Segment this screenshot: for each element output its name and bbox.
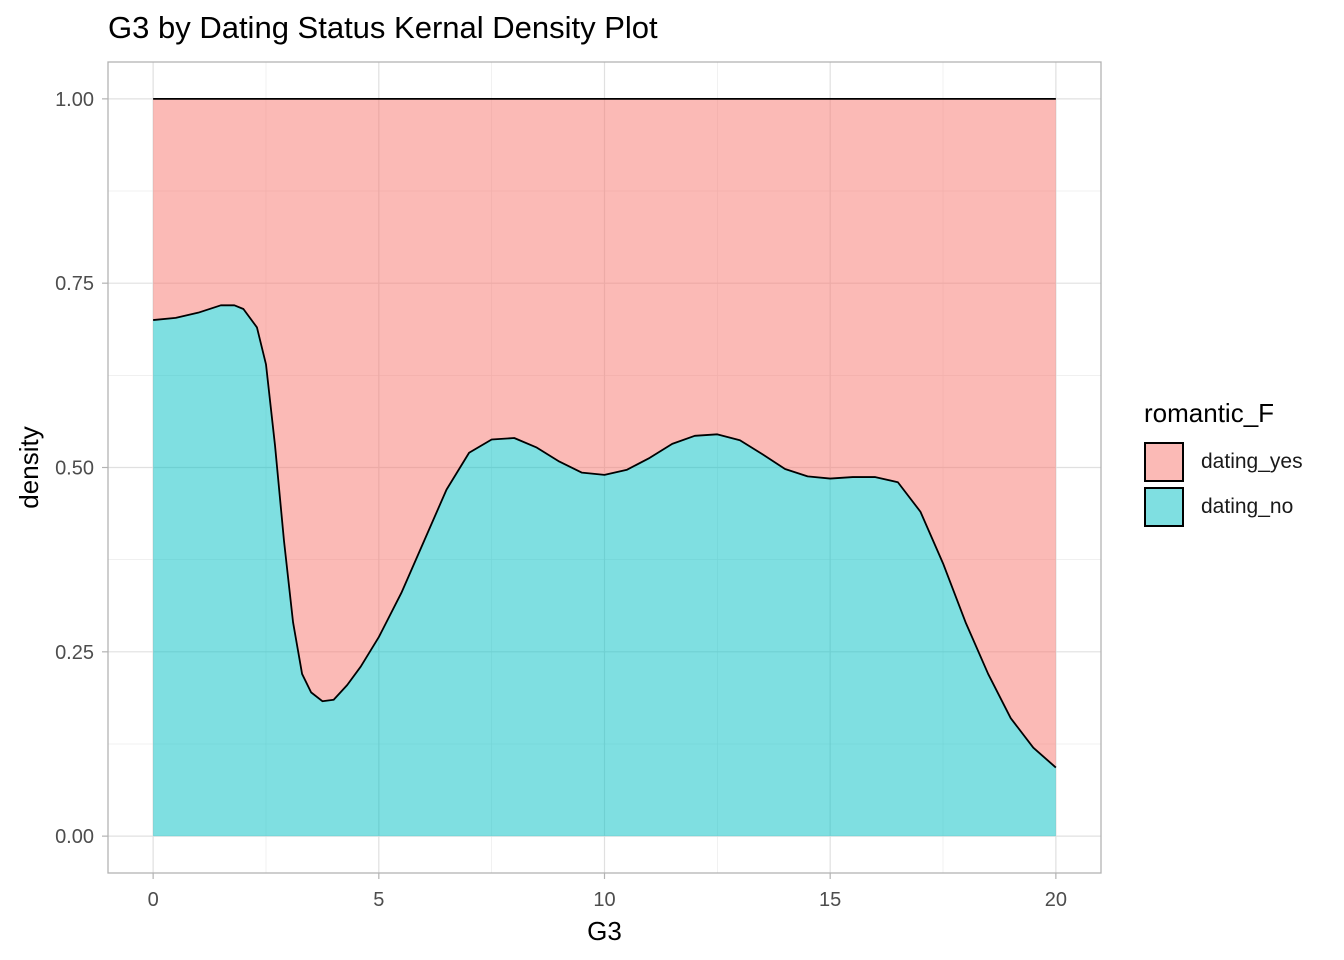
legend-item-dating-no: dating_no: [1144, 484, 1303, 529]
legend: romantic_F dating_yes dating_no: [1144, 398, 1303, 529]
legend-label-dating-yes: dating_yes: [1201, 449, 1303, 473]
y-tick-label: 1.00: [55, 89, 94, 111]
density-areas: [153, 98, 1056, 837]
legend-swatch-dating-yes: [1144, 441, 1184, 482]
x-tick-label: 20: [1045, 889, 1067, 911]
chart-title: G3 by Dating Status Kernal Density Plot: [108, 10, 658, 45]
x-tick-label: 0: [148, 889, 159, 911]
x-tick-label: 15: [819, 889, 841, 911]
density-lines: [153, 97, 1057, 769]
x-tick-label: 5: [373, 889, 384, 911]
legend-swatch-dating-no: [1144, 486, 1184, 527]
area-dating-yes: [153, 98, 1056, 768]
legend-label-dating-no: dating_no: [1201, 494, 1294, 518]
x-axis-label: G3: [587, 916, 622, 946]
y-axis-label: density: [14, 426, 44, 508]
axes: 0 5 10 15 20 0.00 0.25 0.50 0.75 1.00: [55, 89, 1067, 911]
y-tick-label: 0.25: [55, 642, 94, 664]
line-dating-no: [153, 304, 1057, 769]
y-tick-label: 0.00: [55, 826, 94, 848]
y-tick-label: 0.50: [55, 458, 94, 480]
y-tick-label: 0.75: [55, 273, 94, 295]
x-tick-label: 10: [593, 889, 615, 911]
legend-title: romantic_F: [1144, 398, 1275, 428]
area-dating-no: [153, 305, 1056, 837]
legend-item-dating-yes: dating_yes: [1144, 439, 1303, 484]
